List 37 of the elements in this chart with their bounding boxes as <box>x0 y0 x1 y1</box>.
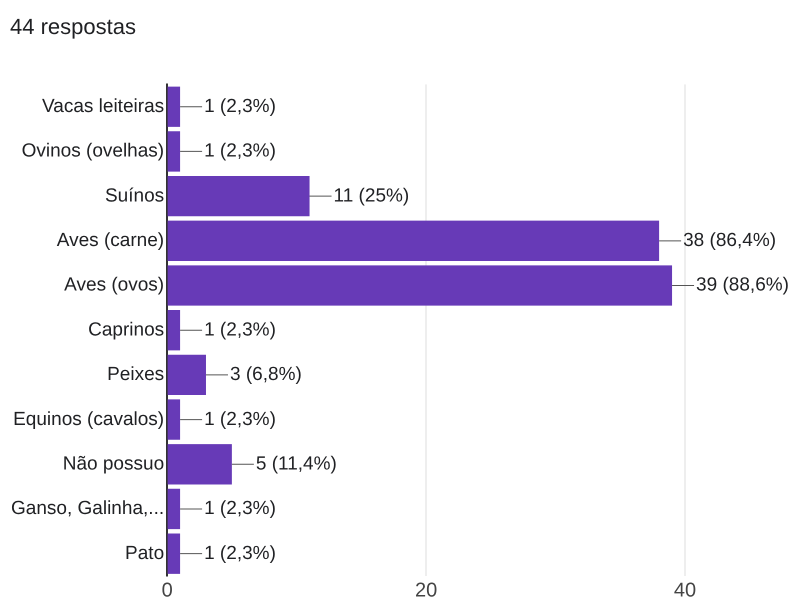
bar <box>168 86 180 127</box>
bar <box>168 176 310 216</box>
data-label: 1 (2,3%) <box>204 96 276 117</box>
x-tick-label: 20 <box>414 580 438 602</box>
data-label: 1 (2,3%) <box>204 319 276 340</box>
data-label: 1 (2,3%) <box>204 408 276 430</box>
bar <box>168 310 180 350</box>
data-label: 11 (25%) <box>334 185 410 206</box>
data-label: 1 (2,3%) <box>204 542 276 564</box>
y-tick-label: Equinos (cavalos) <box>13 408 164 430</box>
data-label: 1 (2,3%) <box>204 140 276 162</box>
bar <box>168 533 180 574</box>
data-label: 5 (11,4%) <box>256 454 337 475</box>
x-tick-label: 40 <box>674 580 696 602</box>
y-tick-label: Vacas leiteiras <box>42 96 164 117</box>
y-tick-label: Não possuo <box>62 454 164 475</box>
y-tick-label: Pato <box>125 542 164 564</box>
x-tick-label: 0 <box>162 580 173 602</box>
bar <box>168 444 232 484</box>
data-label: 39 (88,6%) <box>696 274 790 296</box>
bar <box>168 399 180 440</box>
y-tick-label: Ovinos (ovelhas) <box>22 140 164 162</box>
y-tick-label: Caprinos <box>88 319 164 340</box>
data-label: 3 (6,8%) <box>230 364 302 386</box>
bar <box>168 354 206 396</box>
bar <box>168 265 672 306</box>
bar <box>168 220 660 261</box>
y-tick-label: Suínos <box>104 185 164 206</box>
data-label: 38 (86,4%) <box>683 230 776 252</box>
y-tick-label: Ganso, Galinha,... <box>10 498 164 520</box>
bar <box>168 131 180 172</box>
y-tick-label: Peixes <box>107 364 164 386</box>
data-label: 1 (2,3%) <box>204 498 276 520</box>
y-tick-label: Aves (carne) <box>56 230 164 252</box>
y-tick-label: Aves (ovos) <box>64 274 164 296</box>
bar <box>168 488 180 530</box>
chart-title: 44 respostas <box>10 14 136 40</box>
